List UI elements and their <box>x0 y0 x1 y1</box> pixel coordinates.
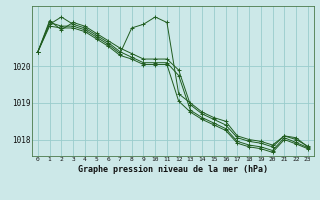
X-axis label: Graphe pression niveau de la mer (hPa): Graphe pression niveau de la mer (hPa) <box>78 165 268 174</box>
